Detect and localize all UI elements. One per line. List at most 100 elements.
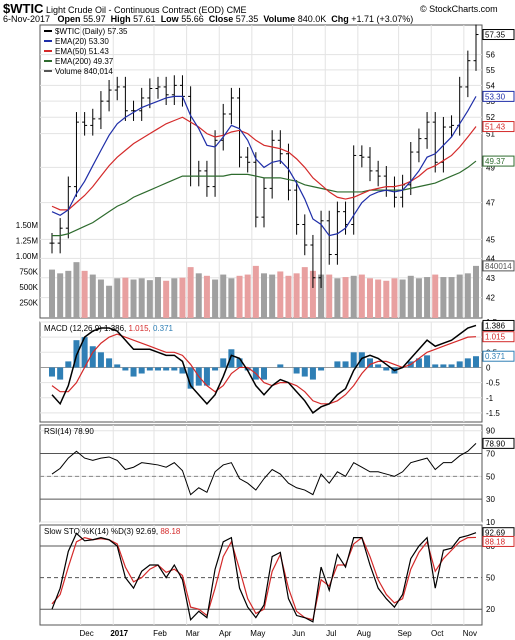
price-bar: [465, 50, 471, 98]
macd-hist-bar: [277, 364, 284, 368]
volume-bar: [97, 279, 104, 318]
macd-hist-bar: [358, 352, 365, 368]
macd-hist-bar: [203, 367, 210, 386]
volume-bar: [212, 279, 219, 318]
x-tick-label: Feb: [153, 629, 167, 638]
volume-bar: [407, 275, 414, 318]
macd-hist-bar: [448, 364, 455, 368]
price-bar: [212, 130, 218, 197]
close-value-tag: 57.35: [485, 31, 506, 40]
sto-tick-label: 20: [486, 605, 495, 614]
price-bar: [294, 180, 300, 235]
price-bar: [302, 214, 308, 256]
volume-bar: [326, 274, 333, 318]
ema50-value-tag-box: [482, 121, 515, 133]
macd-hist-bar: [146, 367, 153, 371]
macd-hist-bar: [220, 358, 227, 368]
macd-hist-bar: [309, 367, 316, 380]
x-tick-label: May: [250, 629, 265, 638]
exchange: CME: [226, 5, 247, 15]
volume-bar: [432, 274, 439, 318]
macd-hist-bar: [171, 367, 178, 371]
price-bar: [351, 145, 357, 235]
legend-ema200: EMA(200) 49.37: [55, 57, 114, 66]
ema20-value-tag: 53.30: [485, 92, 506, 101]
volume-bar: [122, 277, 129, 318]
high-value: 57.61: [133, 14, 156, 24]
rsi-tick-label: 10: [486, 518, 495, 527]
macd-hist-bar: [464, 358, 471, 368]
volume-tick-label: 1.25M: [16, 236, 39, 245]
volume-bar: [350, 275, 357, 318]
volume-bar: [309, 270, 316, 318]
rsi-tick-label: 50: [486, 472, 495, 481]
price-bar: [65, 176, 71, 239]
low-label: Low: [160, 14, 179, 24]
price-tick-label: 49: [486, 163, 495, 172]
volume-bar: [228, 278, 235, 318]
macd-hist-bar: [106, 358, 113, 368]
x-tick-label: Dec: [79, 629, 93, 638]
open-value: 55.97: [83, 14, 106, 24]
price-tick-label: 56: [486, 51, 495, 60]
volume-value-tag-box: [482, 260, 515, 272]
volume-bar: [415, 278, 422, 318]
x-tick-label: Aug: [357, 629, 371, 638]
close-value: 57.35: [235, 14, 259, 24]
sto-k-value-tag: 92.69: [485, 529, 506, 538]
price-bar: [147, 78, 153, 109]
hist-value-tag: 0.371: [485, 352, 506, 361]
volume-bar: [301, 267, 308, 318]
macd-hist-bar: [415, 358, 422, 368]
volume-bar: [334, 278, 341, 318]
macd-hist-bar: [293, 367, 300, 374]
volume-bar: [220, 274, 227, 318]
volume-bar: [464, 273, 471, 318]
price-bar: [277, 130, 283, 164]
macd-tick-label: 0: [486, 363, 491, 372]
macd-tick-label: -1: [486, 394, 494, 403]
volume-tick-label: 500K: [19, 283, 38, 292]
macd-value-tag-box: [482, 319, 515, 331]
symbol: $WTIC: [3, 1, 44, 16]
signal-value-tag-box: [482, 331, 515, 343]
price-bar: [171, 75, 177, 105]
legend-volume: Volume 840,014: [55, 67, 113, 76]
price-bar: [285, 143, 291, 201]
macd-hist-bar: [432, 364, 439, 368]
legend-sto: Slow STO %K(14) %D(3) 92.69, 88.18: [44, 527, 181, 536]
price-bar: [73, 112, 79, 197]
hist-value-tag-box: [482, 350, 515, 362]
macd-hist-bar: [236, 358, 243, 368]
macd-hist-bar: [122, 367, 129, 371]
macd-hist-bar: [440, 364, 447, 368]
macd-hist-bar: [138, 367, 145, 374]
macd-hist-bar: [383, 367, 390, 371]
macd-hist-bar: [375, 364, 382, 368]
volume-bar: [65, 270, 72, 318]
ema200-value-tag-box: [482, 155, 515, 167]
quote-date: 6-Nov-2017: [3, 14, 51, 24]
volume-tick-label: 750K: [19, 267, 38, 276]
volume-bar: [473, 265, 479, 318]
x-tick-label: Apr: [219, 629, 232, 638]
ema20-line: [51, 95, 477, 237]
macd-hist-bar: [261, 367, 267, 380]
volume-bar: [203, 275, 210, 318]
ema200-line: [52, 160, 477, 237]
price-bar: [220, 103, 226, 151]
low-value: 55.66: [181, 14, 204, 24]
macd-line: [51, 324, 477, 414]
rsi-line: [51, 443, 477, 496]
volume-bar: [456, 274, 463, 318]
high-label: High: [110, 14, 131, 24]
volume-bar: [293, 273, 300, 318]
macd-hist-bar: [228, 349, 235, 368]
price-bar: [424, 112, 430, 149]
price-bar: [204, 160, 210, 197]
macd-hist-bar: [473, 356, 479, 368]
volume-bar: [106, 285, 113, 318]
volume-bar: [367, 278, 373, 318]
volume-bar: [73, 262, 80, 318]
